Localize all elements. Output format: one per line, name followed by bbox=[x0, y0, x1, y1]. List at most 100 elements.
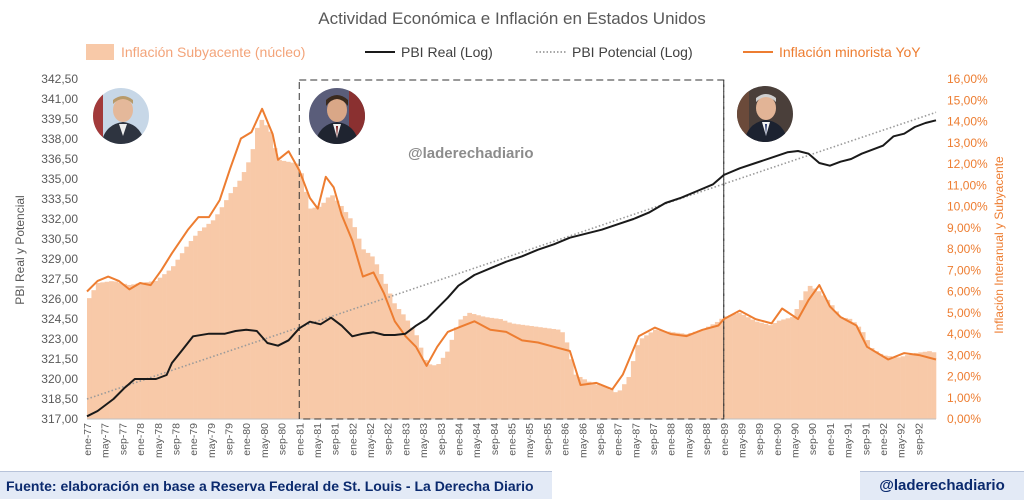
core-inflation-bar bbox=[905, 355, 910, 419]
core-inflation-bar bbox=[737, 312, 742, 419]
core-inflation-bar bbox=[383, 283, 388, 419]
right-tick-label: 14,00% bbox=[947, 115, 988, 129]
core-inflation-bar bbox=[644, 335, 649, 419]
core-inflation-bar bbox=[851, 322, 857, 419]
core-inflation-bar bbox=[423, 360, 428, 419]
core-inflation-bar bbox=[838, 317, 844, 419]
left-tick-label: 338,00 bbox=[41, 132, 78, 146]
core-inflation-bar bbox=[568, 359, 574, 419]
x-tick-label: ene-82 bbox=[347, 423, 359, 456]
legend-label-core-inflation: Inflación Subyacente (núcleo) bbox=[121, 44, 305, 60]
cpi-inflation-line bbox=[86, 107, 937, 391]
core-inflation-bar bbox=[648, 332, 654, 419]
core-inflation-bar bbox=[896, 357, 901, 419]
core-inflation-bar bbox=[374, 264, 380, 419]
chart-title: Actividad Económica e Inflación en Estad… bbox=[318, 9, 705, 28]
x-tick-label: may-78 bbox=[153, 423, 165, 458]
core-inflation-bar bbox=[396, 309, 402, 419]
core-inflation-bar bbox=[241, 172, 247, 419]
core-inflation-bar bbox=[599, 385, 605, 419]
x-tick-label: sep-77 bbox=[117, 423, 129, 455]
right-tick-label: 7,00% bbox=[947, 263, 981, 277]
core-inflation-bar bbox=[683, 333, 689, 419]
x-tick-label: sep-92 bbox=[913, 423, 925, 455]
core-inflation-bar bbox=[122, 283, 128, 419]
x-tick-label: may-79 bbox=[206, 423, 218, 458]
core-inflation-bar bbox=[498, 319, 503, 419]
core-inflation-bar bbox=[131, 284, 136, 419]
core-inflation-bar bbox=[431, 365, 437, 419]
x-tick-label: may-87 bbox=[630, 423, 642, 458]
portrait-carter bbox=[93, 88, 149, 144]
core-inflation-bar bbox=[193, 235, 198, 419]
core-inflation-bar bbox=[639, 338, 645, 419]
core-inflation-bar bbox=[250, 149, 256, 419]
core-inflation-bar bbox=[294, 163, 300, 419]
core-inflation-bar bbox=[454, 327, 459, 419]
core-inflation-bar bbox=[626, 377, 632, 419]
left-tick-label: 336,50 bbox=[41, 152, 78, 166]
core-inflation-bar bbox=[887, 356, 893, 419]
core-inflation-bar bbox=[281, 160, 287, 419]
core-inflation-bar bbox=[157, 277, 163, 419]
core-inflation-bar bbox=[316, 206, 322, 419]
core-inflation-bar bbox=[493, 318, 499, 419]
core-inflation-bar bbox=[653, 329, 658, 419]
core-inflation-bar bbox=[436, 364, 442, 419]
core-inflation-bar bbox=[277, 160, 282, 419]
watermark: @laderechadiario bbox=[408, 145, 534, 162]
x-tick-label: ene-91 bbox=[825, 423, 837, 456]
core-inflation-bar bbox=[829, 305, 835, 419]
core-inflation-bar bbox=[339, 205, 344, 419]
x-tick-label: may-83 bbox=[418, 423, 430, 458]
core-inflation-bar bbox=[206, 223, 212, 419]
core-inflation-bar bbox=[515, 324, 521, 419]
core-inflation-bar bbox=[237, 180, 243, 419]
right-axis-title: Inflación Interanual y Subyacente bbox=[992, 156, 1006, 334]
core-inflation-bar bbox=[378, 274, 384, 419]
x-tick-label: sep-86 bbox=[595, 423, 607, 455]
x-tick-label: ene-87 bbox=[613, 423, 625, 456]
core-inflation-bar bbox=[489, 317, 495, 419]
core-inflation-bar bbox=[719, 318, 725, 419]
left-axis-title: PBI Real y Potencial bbox=[13, 195, 27, 304]
core-inflation-bar bbox=[246, 162, 251, 419]
right-tick-label: 9,00% bbox=[947, 221, 981, 235]
core-inflation-bar bbox=[679, 333, 685, 419]
core-inflation-bar bbox=[533, 326, 539, 419]
core-inflation-bar bbox=[405, 320, 411, 419]
line-series bbox=[86, 107, 937, 418]
x-tick-label: ene-85 bbox=[507, 423, 519, 456]
core-inflation-bar bbox=[299, 173, 304, 419]
core-inflation-bar bbox=[794, 309, 800, 419]
left-tick-label: 333,50 bbox=[41, 192, 78, 206]
right-tick-label: 11,00% bbox=[947, 178, 987, 192]
core-inflation-bar bbox=[140, 282, 145, 419]
left-tick-label: 317,00 bbox=[41, 412, 78, 426]
core-inflation-bar bbox=[542, 327, 548, 419]
core-inflation-bar bbox=[763, 323, 769, 419]
legend-swatch-core-inflation bbox=[86, 44, 114, 60]
core-inflation-bar bbox=[109, 281, 114, 419]
core-inflation-bar bbox=[772, 323, 778, 419]
core-inflation-bar bbox=[392, 303, 397, 419]
core-inflation-bar bbox=[657, 330, 663, 419]
core-inflation-bar bbox=[325, 197, 331, 419]
core-inflation-bar bbox=[440, 357, 446, 419]
core-inflation-bar bbox=[449, 339, 455, 419]
core-inflation-bar bbox=[546, 328, 552, 419]
core-inflation-bar bbox=[816, 291, 822, 419]
core-inflation-bar bbox=[767, 325, 773, 419]
core-inflation-bar bbox=[356, 238, 362, 419]
x-tick-label: ene-86 bbox=[560, 423, 572, 456]
core-inflation-bar bbox=[153, 280, 159, 419]
core-inflation-bar bbox=[825, 299, 831, 419]
left-tick-label: 320,00 bbox=[41, 372, 78, 386]
x-tick-label: sep-78 bbox=[170, 423, 182, 455]
core-inflation-bar bbox=[564, 342, 570, 419]
core-inflation-bar bbox=[232, 186, 238, 419]
left-axis: 342,50 341,00 339,50 338,00 336,50 335,00 333,… bbox=[41, 72, 78, 426]
portrait-reagan bbox=[309, 88, 365, 144]
core-inflation-bar bbox=[228, 193, 234, 419]
x-tick-label: sep-81 bbox=[330, 423, 342, 455]
